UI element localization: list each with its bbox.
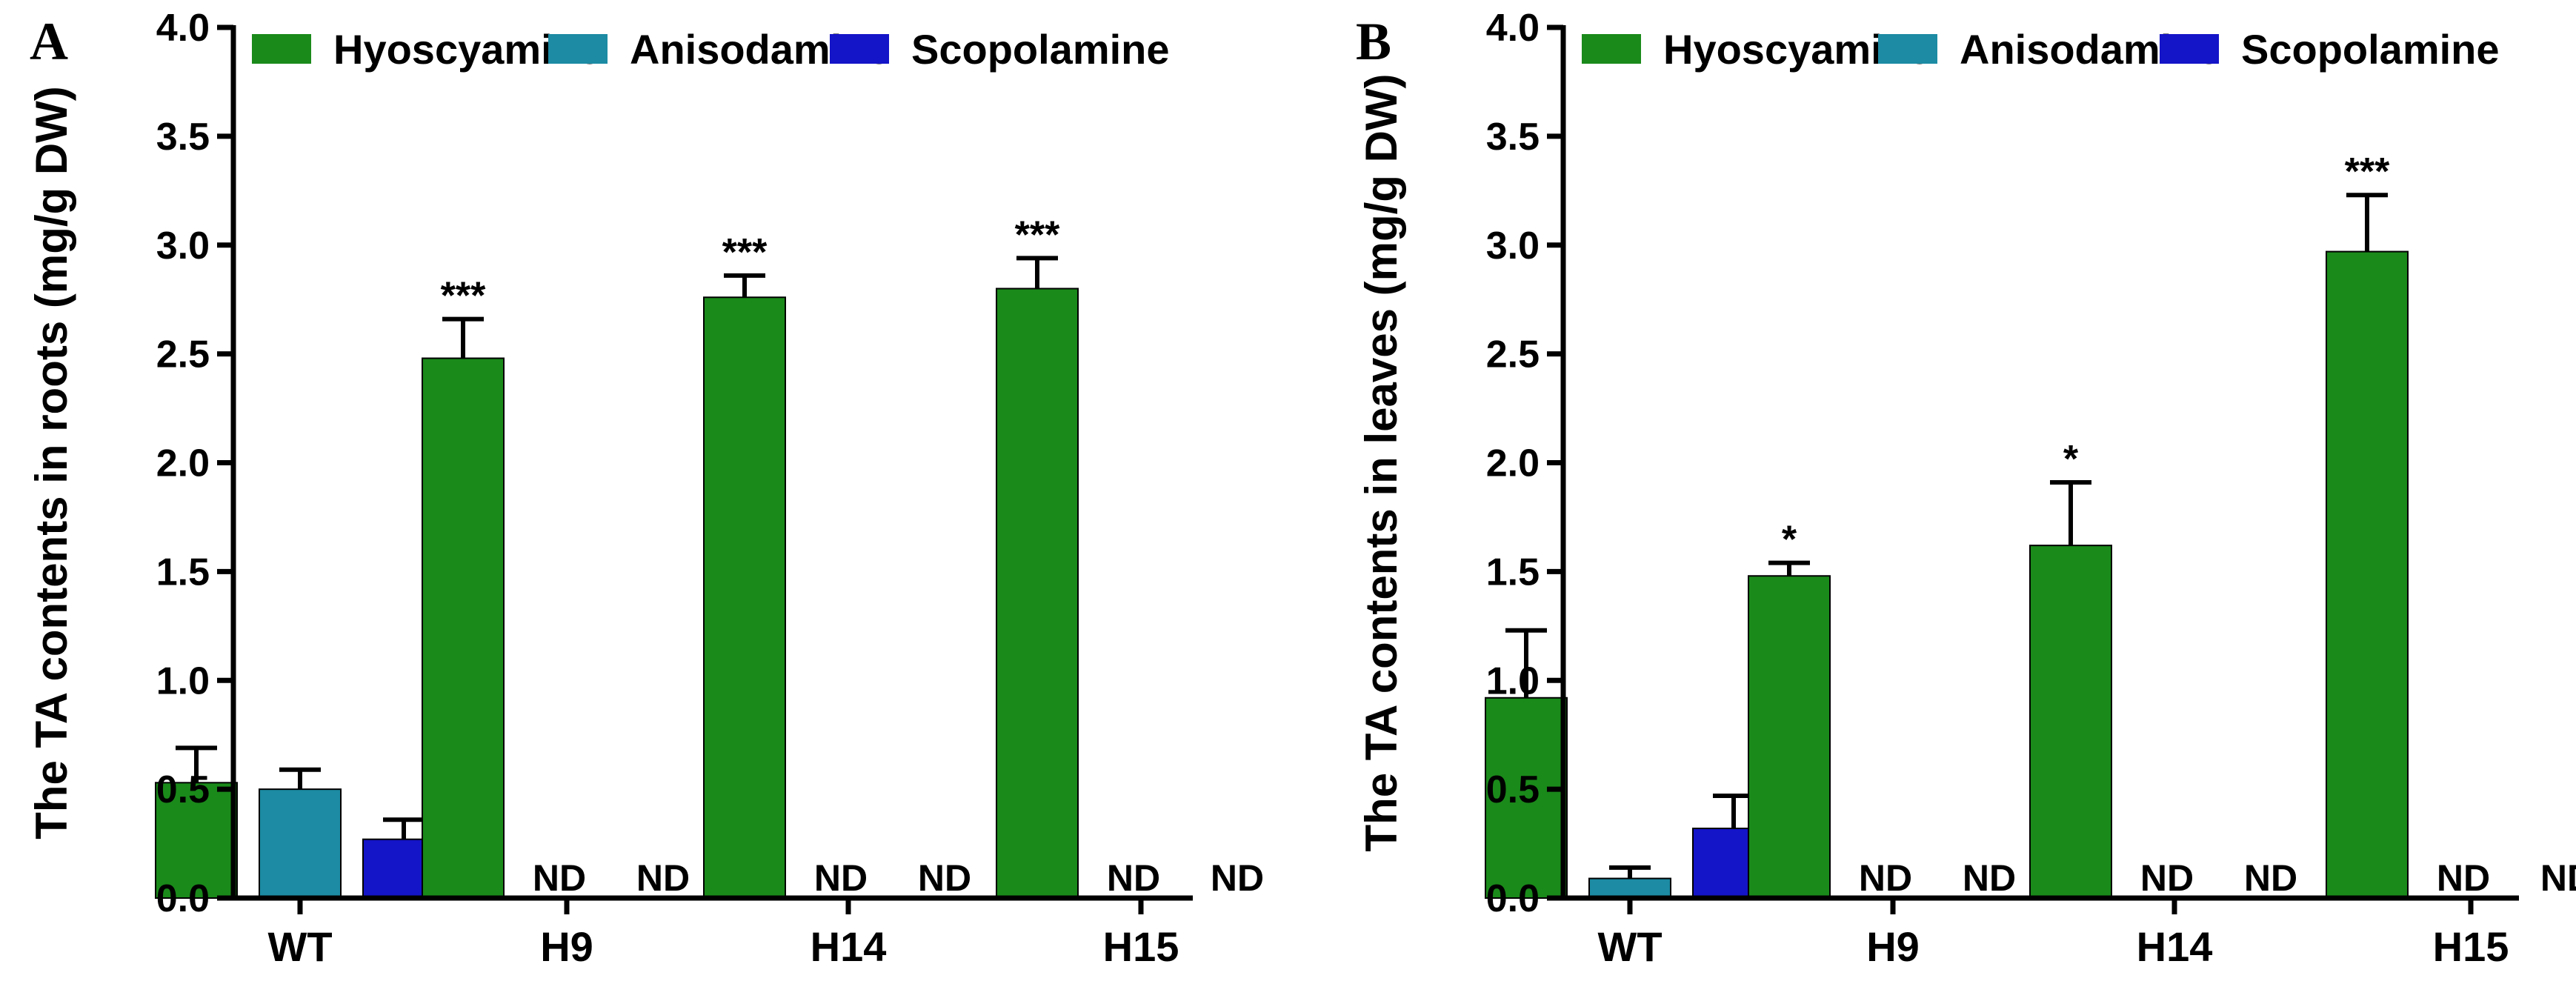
- y-tick-label-b-3: 1.5: [1486, 551, 1540, 594]
- significance-label-b-h9: *: [1782, 519, 1797, 562]
- nd-label-b-anisodamine-h9: ND: [1859, 857, 1912, 899]
- nd-label-b-anisodamine-h14: ND: [2140, 857, 2194, 899]
- y-tick-label-b-1: 0.5: [1486, 768, 1540, 811]
- y-tick-label-a-1: 0.5: [156, 768, 210, 811]
- significance-label-b-h15: ***: [2345, 150, 2390, 193]
- nd-label-a-scopolamine-h14: ND: [918, 857, 971, 899]
- bar-b-hyoscyamine-wt: [1485, 697, 1568, 899]
- legend-swatch-b-hyoscyamine: [1582, 34, 1641, 64]
- x-tick-label-b-wt: WT: [1597, 923, 1662, 970]
- panel-label-a: A: [30, 12, 68, 71]
- y-tick-label-a-8: 4.0: [156, 7, 210, 50]
- y-tick-label-a-0: 0.0: [156, 877, 210, 920]
- bar-b-hyoscyamine-h14: [2029, 545, 2112, 899]
- nd-label-b-anisodamine-h15: ND: [2437, 857, 2490, 899]
- x-tick-label-b-h15: H15: [2433, 923, 2509, 970]
- y-tick-label-b-7: 3.5: [1486, 116, 1540, 159]
- legend-swatch-a-hyoscyamine: [252, 34, 311, 64]
- significance-label-a-h14: ***: [722, 231, 768, 274]
- panel-label-b: B: [1356, 12, 1391, 71]
- panel-a: A The TA contents in roots (mg/g DW) WT ***…: [27, 7, 1264, 970]
- y-tick-label-a-4: 2.0: [156, 442, 210, 485]
- nd-label-a-anisodamine-h15: ND: [1107, 857, 1160, 899]
- y-tick-label-b-8: 4.0: [1486, 7, 1540, 50]
- nd-label-a-scopolamine-h15: ND: [1211, 857, 1264, 899]
- x-tick-label-b-h9: H9: [1866, 923, 1920, 970]
- x-tick-label-b-h14: H14: [2137, 923, 2213, 970]
- y-axis-label-b: The TA contents in leaves (mg/g DW): [1357, 73, 1406, 851]
- nd-label-b-scopolamine-h15: ND: [2540, 857, 2576, 899]
- y-tick-label-b-6: 3.0: [1486, 225, 1540, 267]
- x-tick-label-a-wt: WT: [267, 923, 332, 970]
- legend-swatch-a-scopolamine: [830, 34, 889, 64]
- y-tick-label-a-7: 3.5: [156, 116, 210, 159]
- nd-label-a-scopolamine-h9: ND: [636, 857, 690, 899]
- y-tick-label-a-2: 1.0: [156, 659, 210, 702]
- y-axis-label-a: The TA contents in roots (mg/g DW): [27, 86, 76, 840]
- significance-label-a-h9: ***: [441, 275, 486, 318]
- nd-label-a-anisodamine-h9: ND: [533, 857, 586, 899]
- significance-label-a-h15: ***: [1015, 213, 1060, 256]
- nd-label-b-scopolamine-h14: ND: [2244, 857, 2297, 899]
- bar-a-hyoscyamine-h15: [996, 287, 1079, 899]
- y-tick-label-b-5: 2.5: [1486, 333, 1540, 376]
- bar-a-hyoscyamine-h9: [422, 357, 505, 899]
- bar-b-hyoscyamine-h15: [2326, 250, 2409, 899]
- bar-a-hyoscyamine-h14: [703, 296, 786, 899]
- y-tick-label-a-3: 1.5: [156, 551, 210, 594]
- y-tick-label-b-4: 2.0: [1486, 442, 1540, 485]
- nd-label-a-anisodamine-h14: ND: [814, 857, 868, 899]
- bar-b-hyoscyamine-h9: [1748, 575, 1831, 899]
- legend-swatch-b-anisodamine: [1878, 34, 1937, 64]
- bar-a-anisodamine-wt: [259, 788, 342, 899]
- significance-label-b-h14: *: [2063, 438, 2079, 481]
- legend-label-a-scopolamine: Scopolamine: [911, 26, 1170, 73]
- x-tick-label-a-h14: H14: [811, 923, 887, 970]
- y-tick-label-b-0: 0.0: [1486, 877, 1540, 920]
- y-tick-label-a-5: 2.5: [156, 333, 210, 376]
- y-tick-label-a-6: 3.0: [156, 225, 210, 267]
- legend-swatch-b-scopolamine: [2160, 34, 2219, 64]
- x-tick-label-a-h9: H9: [540, 923, 593, 970]
- legend-label-b-scopolamine: Scopolamine: [2241, 26, 2500, 73]
- y-tick-label-b-2: 1.0: [1486, 659, 1540, 702]
- bar-b-anisodamine-wt: [1588, 877, 1671, 899]
- bar-a-hyoscyamine-wt: [155, 782, 238, 899]
- nd-label-b-scopolamine-h9: ND: [1963, 857, 2016, 899]
- x-tick-label-a-h15: H15: [1103, 923, 1179, 970]
- legend-swatch-a-anisodamine: [548, 34, 608, 64]
